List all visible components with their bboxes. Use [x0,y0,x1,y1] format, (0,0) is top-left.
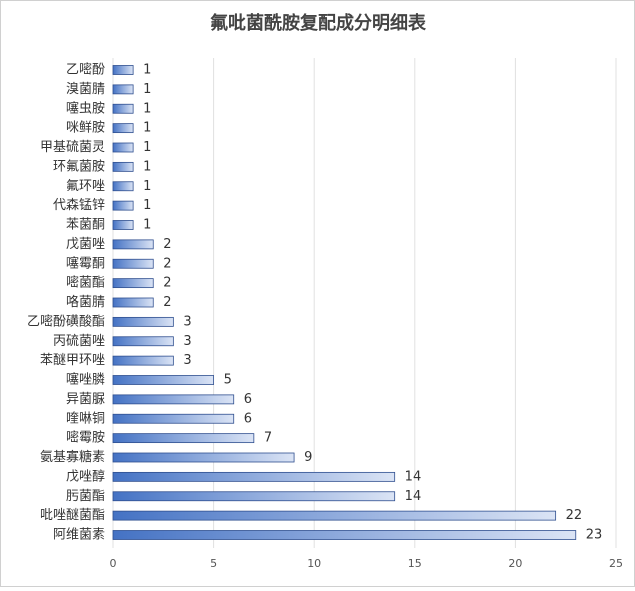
x-tick-label: 15 [408,557,422,570]
bar [112,181,134,192]
y-tick-label: 异菌脲 [66,392,105,407]
bar [112,297,154,308]
bar [112,316,174,327]
value-label: 1 [143,101,151,116]
bar [112,103,134,114]
chart-title: 氟吡菌酰胺复配成分明细表 [210,12,427,34]
y-tick-label: 肟菌酯 [66,489,105,504]
value-label: 14 [405,489,422,504]
bar [112,123,134,134]
value-label: 1 [143,218,151,233]
value-label: 1 [143,82,151,97]
value-label: 1 [143,198,151,213]
y-tick-label: 嘧霉胺 [66,431,105,446]
y-tick-label: 噻霉酮 [66,255,105,271]
y-tick-label: 喹啉铜 [66,411,105,426]
x-tick-label: 20 [508,557,522,570]
y-tick-label: 咯菌腈 [66,295,105,310]
value-label: 7 [264,431,272,446]
value-label: 9 [304,450,312,465]
bar [112,84,134,95]
bar [112,239,154,250]
y-tick-label: 阿维菌素 [53,528,105,543]
value-label: 23 [586,528,603,543]
bar [112,65,134,75]
bar [112,413,235,424]
y-tick-label: 嘧菌酯 [66,276,105,291]
x-tick-label: 5 [210,557,217,570]
y-tick-label: 溴菌腈 [66,82,105,97]
y-tick-label: 噻虫胺 [66,100,105,116]
bar [112,278,154,289]
bar [112,530,577,540]
y-tick-label: 噻唑膦 [66,372,105,388]
value-label: 3 [183,353,191,368]
value-label: 22 [566,508,583,523]
y-tick-label: 戊唑醇 [66,468,105,484]
value-label: 1 [143,121,151,136]
y-tick-label: 代森锰锌 [53,198,105,213]
bar [112,394,235,405]
y-tick-label: 苯菌酮 [66,218,105,233]
y-tick-label: 苯醚甲环唑 [40,352,105,368]
y-tick-label: 氨基寡糖素 [40,449,105,465]
bar [112,452,295,463]
bar [112,200,134,211]
value-label: 1 [143,63,151,78]
y-tick-label: 乙嘧酚磺酸酯 [27,314,105,329]
value-label: 6 [244,392,252,407]
bar [112,220,134,230]
x-tick-label: 10 [307,557,321,570]
y-tick-label: 吡唑醚菌酯 [40,507,105,523]
y-tick-label: 咪鲜胺 [66,121,105,136]
bar [112,142,134,153]
y-tick-label: 丙硫菌唑 [53,333,105,349]
y-tick-label: 甲基硫菌灵 [40,140,105,155]
y-tick-label: 环氟菌胺 [53,159,105,174]
y-tick-label: 氟环唑 [66,178,105,194]
value-label: 3 [183,314,191,329]
bar [112,471,396,482]
bar [112,510,557,521]
value-label: 1 [143,179,151,194]
value-label: 2 [163,237,171,252]
y-tick-label: 戊菌唑 [66,236,105,252]
bar [112,355,174,366]
bar [112,375,214,385]
value-label: 2 [163,295,171,310]
x-tick-label: 0 [110,557,117,570]
value-label: 2 [163,276,171,291]
value-label: 1 [143,140,151,155]
value-label: 3 [183,334,191,349]
x-tick-label: 25 [609,557,623,570]
bar [112,433,255,444]
y-tick-label: 乙嘧酚 [66,63,105,78]
value-label: 14 [405,469,422,484]
bar [112,258,154,269]
value-label: 2 [163,256,171,271]
bar [112,336,174,347]
bar [112,491,396,502]
bar [112,161,134,172]
value-label: 5 [224,373,232,388]
value-label: 6 [244,411,252,426]
value-label: 1 [143,159,151,174]
